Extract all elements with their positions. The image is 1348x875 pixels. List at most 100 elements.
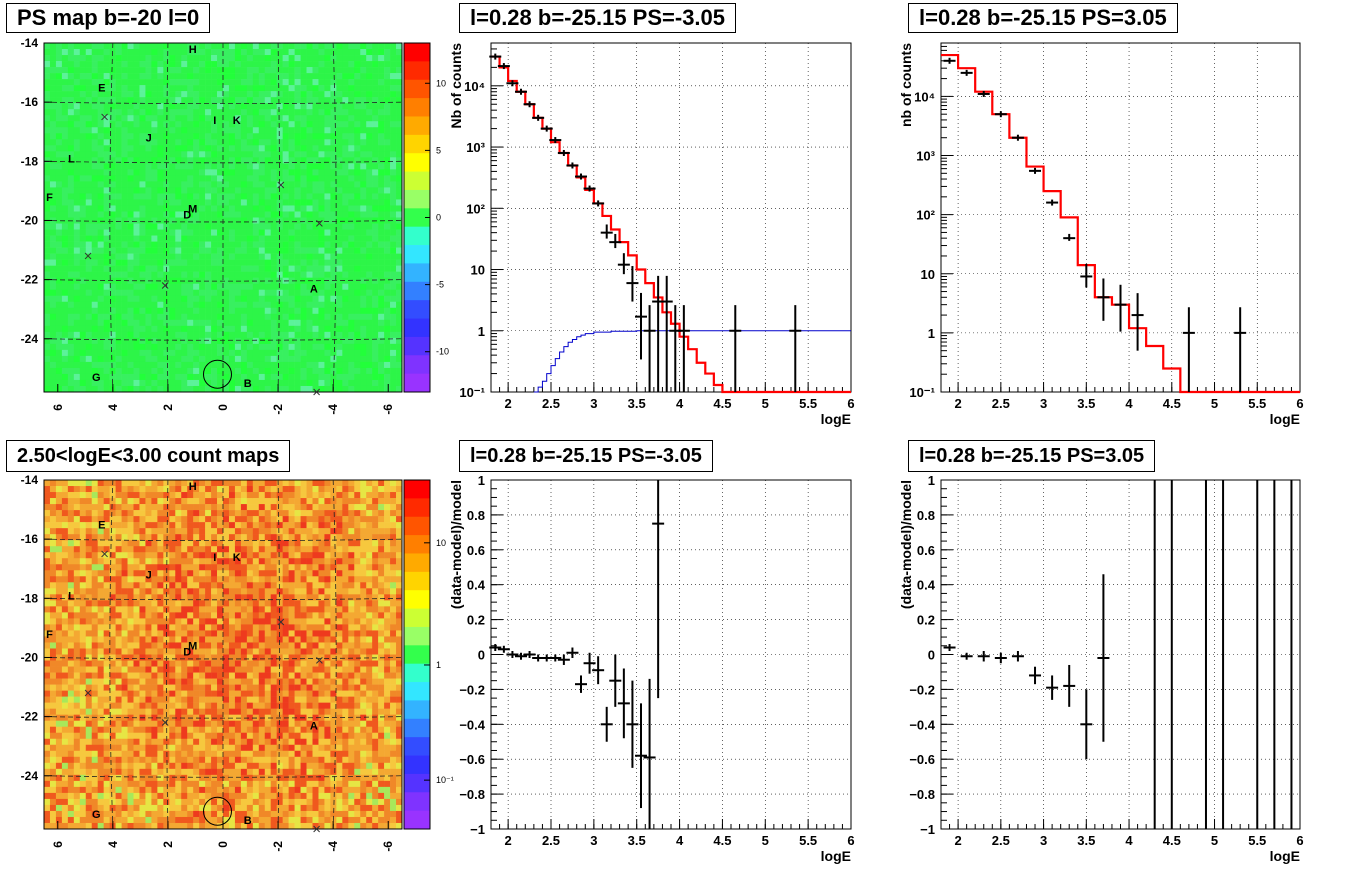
y-tick-label: -24	[21, 332, 39, 346]
colorbar-cell	[404, 626, 430, 646]
y-tick-label: -20	[21, 213, 39, 227]
data-point	[1131, 293, 1144, 351]
y-tick-label: 0.6	[917, 543, 935, 558]
y-tick-label: 10⁻¹	[459, 385, 485, 400]
data-point	[626, 266, 639, 302]
data-point	[515, 88, 527, 95]
colorbar-tick-label: -10	[436, 347, 449, 357]
x-tick-label: 3.5	[1077, 396, 1095, 411]
data-point	[977, 651, 990, 662]
colorbar-cell	[404, 755, 430, 775]
x-tick-label: 4	[106, 404, 120, 411]
x-tick-label: 4.5	[1163, 396, 1181, 411]
y-tick-label: 10³	[466, 140, 485, 155]
data-point	[1011, 651, 1024, 662]
data-point	[617, 253, 630, 275]
y-tick-label: -22	[21, 710, 39, 724]
x-tick-label: 6	[847, 396, 854, 411]
plot-frame	[940, 479, 1301, 830]
colorbar-cell	[404, 773, 430, 793]
data-point	[1046, 199, 1059, 206]
data-point	[549, 137, 562, 144]
y-tick-label: −0.4	[459, 717, 485, 732]
y-tick-label: -18	[21, 591, 39, 605]
x-tick-label: 6	[51, 841, 65, 848]
roi-circle	[202, 359, 232, 389]
y-tick-label: −0.4	[909, 717, 935, 732]
title-spectrum-neg: l=0.28 b=-25.15 PS=-3.05	[459, 3, 737, 33]
y-tick-label: 10³	[916, 149, 935, 164]
source-label-E: E	[98, 82, 105, 94]
data-point	[1046, 675, 1059, 700]
source-label-L: L	[68, 590, 75, 602]
data-point	[1182, 307, 1195, 392]
source-label-E: E	[98, 519, 105, 531]
data-point	[1011, 134, 1024, 141]
data-point	[960, 652, 973, 660]
source-cross	[313, 825, 320, 833]
grid-latitude	[43, 538, 403, 542]
x-tick-label: 2.5	[542, 833, 560, 848]
y-tick-label: -14	[21, 473, 39, 487]
colorbar-cell	[404, 61, 430, 81]
colorbar-cell	[404, 281, 430, 301]
data-point	[609, 654, 622, 707]
source-cross	[161, 719, 169, 726]
source-label-A: A	[310, 720, 318, 732]
data-point	[557, 149, 570, 156]
colorbar-cell	[404, 171, 430, 191]
data-point	[1029, 666, 1042, 685]
grid-latitude	[43, 101, 403, 105]
colorbar-cell	[404, 516, 430, 536]
data-point	[729, 305, 742, 392]
x-tick-label: 2	[161, 841, 175, 848]
x-axis-label: logE	[1270, 411, 1300, 427]
data-point	[515, 652, 527, 660]
data-point	[592, 200, 605, 207]
x-tick-label: 4	[106, 841, 120, 848]
source-label-G: G	[92, 372, 101, 384]
x-tick-label: -2	[271, 404, 285, 415]
data-point	[652, 480, 665, 699]
x-tick-label: -4	[326, 404, 340, 415]
data-point	[506, 651, 519, 658]
data-point	[1097, 278, 1110, 321]
x-tick-label: 4	[1125, 396, 1133, 411]
data-point	[1063, 664, 1076, 707]
colorbar-cell	[404, 43, 430, 62]
colorbar-cell	[404, 373, 430, 393]
y-axis-label: (data-model)/model	[448, 480, 464, 609]
x-tick-label: 2.5	[992, 833, 1010, 848]
grid-latitude	[43, 279, 403, 282]
colorbar-cell	[404, 571, 430, 591]
x-tick-label: 2.5	[542, 396, 560, 411]
source-label-H: H	[189, 481, 197, 493]
x-tick-label: -6	[381, 404, 395, 415]
colorbar-cell	[404, 189, 430, 209]
colorbar-cell	[404, 792, 430, 812]
y-tick-label: −0.2	[459, 682, 485, 697]
x-tick-label: 6	[847, 833, 854, 848]
colorbar-cell	[404, 590, 430, 609]
data-point	[1234, 307, 1247, 392]
x-axis-label: logE	[1270, 848, 1300, 864]
x-tick-label: 3.5	[628, 833, 646, 848]
y-tick-label: 1	[928, 326, 935, 341]
source-label-D: D	[183, 210, 191, 222]
colorbar-tick-label: 5	[436, 145, 441, 155]
colorbar-frame	[403, 479, 431, 830]
x-tick-label: 5	[762, 396, 769, 411]
plot-frame	[940, 42, 1301, 393]
data-point	[497, 645, 510, 653]
x-tick-label: -2	[271, 841, 285, 852]
x-tick-label: 4.5	[1163, 833, 1181, 848]
x-tick-label: 2	[505, 396, 512, 411]
data-point	[617, 668, 630, 739]
x-tick-label: 2	[954, 396, 961, 411]
data-point	[497, 63, 510, 70]
source-cross	[316, 657, 323, 664]
colorbar-tick-label: 10	[436, 538, 446, 548]
data-point	[643, 305, 656, 392]
y-tick-label: 0.2	[917, 613, 935, 628]
data-point	[489, 53, 502, 60]
